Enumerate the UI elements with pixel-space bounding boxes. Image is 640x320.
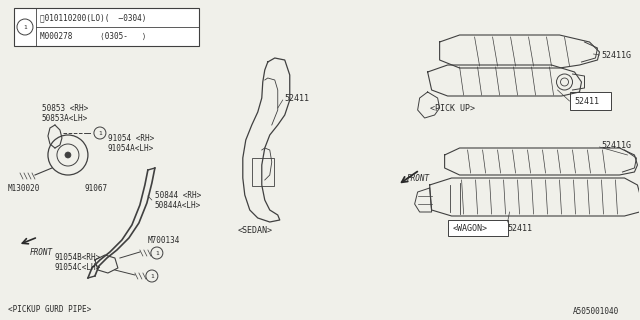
Text: 1: 1 [98,131,102,135]
Text: <PICKUP GURD PIPE>: <PICKUP GURD PIPE> [8,306,92,315]
Text: 52411: 52411 [508,223,532,233]
Text: 1: 1 [155,251,159,255]
Text: 52411G: 52411G [602,51,632,60]
Text: M000278      ⟨0305-   ⟩: M000278 ⟨0305- ⟩ [40,32,147,41]
Text: <PICK UP>: <PICK UP> [429,103,475,113]
Text: 1: 1 [150,274,154,278]
Text: 91054 <RH>: 91054 <RH> [108,133,154,142]
Text: FRONT: FRONT [406,173,430,182]
Bar [447,220,508,236]
Text: 1: 1 [23,25,27,29]
Text: 50853A<LH>: 50853A<LH> [42,114,88,123]
Bar [570,92,611,110]
Text: 91054C<LH>: 91054C<LH> [55,263,101,273]
Text: 52411: 52411 [575,97,600,106]
Text: <SEDAN>: <SEDAN> [237,226,272,235]
Text: M700134: M700134 [148,236,180,244]
Text: 52411G: 52411G [602,140,632,149]
Text: 50853 <RH>: 50853 <RH> [42,103,88,113]
Bar [14,8,199,46]
Text: Ⓑ010110200(LO)(  –0304): Ⓑ010110200(LO)( –0304) [40,14,147,23]
Circle shape [65,152,71,158]
Text: 50844 <RH>: 50844 <RH> [155,190,201,199]
Text: 91054A<LH>: 91054A<LH> [108,143,154,153]
Text: <WAGON>: <WAGON> [452,223,488,233]
Text: FRONT: FRONT [30,247,53,257]
Text: 52411: 52411 [285,93,310,102]
Text: 91054B<RH>: 91054B<RH> [55,253,101,262]
Text: 91067: 91067 [85,183,108,193]
Bar [252,158,274,186]
Text: M130020: M130020 [8,183,40,193]
Text: A505001040: A505001040 [573,308,620,316]
Text: 50844A<LH>: 50844A<LH> [155,201,201,210]
